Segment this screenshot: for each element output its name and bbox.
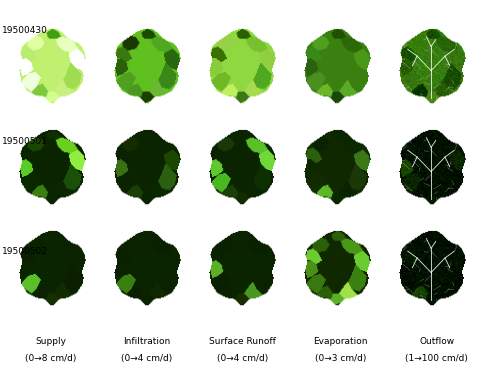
- Text: Evaporation: Evaporation: [313, 337, 368, 346]
- Text: (0→4 cm/d): (0→4 cm/d): [121, 354, 172, 363]
- Text: 19500430: 19500430: [2, 26, 48, 35]
- Text: (0→4 cm/d): (0→4 cm/d): [217, 354, 268, 363]
- Text: 19500502: 19500502: [2, 248, 48, 256]
- Text: 19500501: 19500501: [2, 137, 48, 146]
- Text: Surface Runoff: Surface Runoff: [209, 337, 276, 346]
- Text: Supply: Supply: [35, 337, 66, 346]
- Text: Infiltration: Infiltration: [123, 337, 170, 346]
- Text: (1→100 cm/d): (1→100 cm/d): [406, 354, 468, 363]
- Text: (0→3 cm/d): (0→3 cm/d): [315, 354, 367, 363]
- Text: (0→8 cm/d): (0→8 cm/d): [24, 354, 76, 363]
- Text: Outflow: Outflow: [419, 337, 455, 346]
